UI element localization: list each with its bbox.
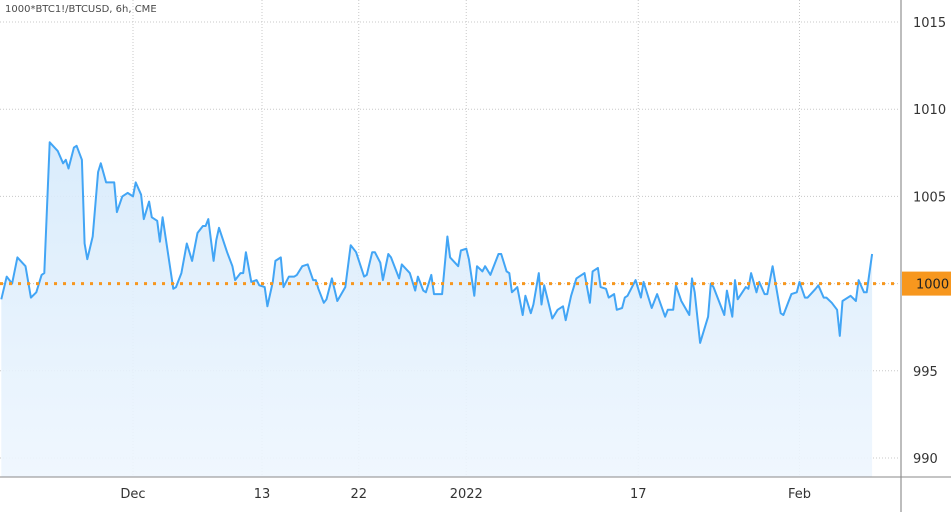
y-tick-label: 995 — [913, 365, 938, 380]
y-tick-label: 1010 — [913, 103, 946, 118]
last-price-label: 1000 — [916, 278, 949, 293]
y-tick-label: 990 — [913, 452, 938, 467]
y-tick-label: 1005 — [913, 190, 946, 205]
symbol-label: 1000*BTC1!/BTCUSD, 6h, CME — [5, 4, 157, 15]
time-axis[interactable]: Dec 13 22 2022 17 Feb — [120, 487, 811, 502]
price-area-fill — [1, 142, 873, 478]
x-tick-label: Feb — [788, 487, 811, 502]
data-points — [1, 142, 873, 343]
x-tick-label: 13 — [254, 487, 271, 502]
price-line — [0, 141, 874, 344]
last-price-badge: 1000 — [902, 271, 951, 296]
x-tick-label: 17 — [630, 487, 647, 502]
y-tick-label: 1015 — [913, 16, 946, 31]
x-tick-label: Dec — [120, 487, 145, 502]
x-tick-label: 22 — [350, 487, 367, 502]
x-tick-label: 2022 — [450, 487, 483, 502]
price-axis[interactable]: 990 995 1005 1010 1015 — [913, 16, 946, 467]
